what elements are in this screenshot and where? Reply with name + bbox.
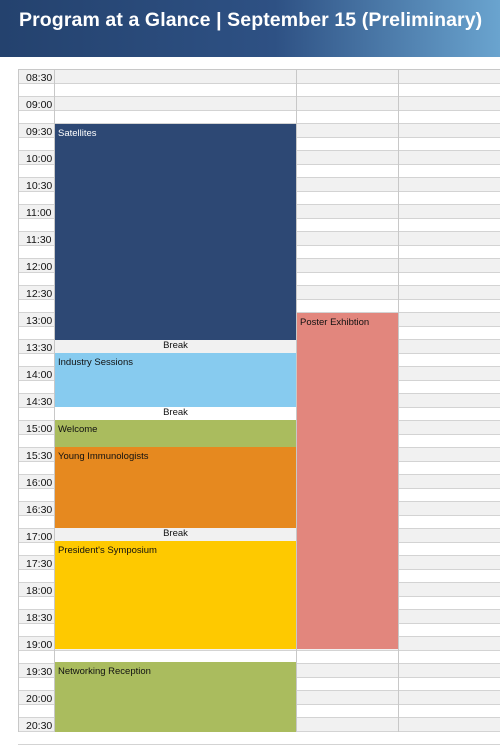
page-title: Program at a Glance | September 15 (Prel… bbox=[19, 9, 482, 32]
grid-row bbox=[18, 70, 500, 84]
grid-row bbox=[18, 84, 500, 98]
time-label: 10:30 bbox=[26, 180, 52, 192]
time-label: 18:30 bbox=[26, 612, 52, 624]
column-divider bbox=[398, 70, 399, 732]
time-label: 15:30 bbox=[26, 450, 52, 462]
break-3: Break bbox=[55, 528, 296, 541]
session-satellites[interactable]: Satellites bbox=[55, 124, 296, 340]
session-label: Young Immunologists bbox=[58, 451, 293, 462]
time-label: 14:30 bbox=[26, 396, 52, 408]
time-label: 18:00 bbox=[26, 585, 52, 597]
column-divider bbox=[296, 70, 297, 732]
time-label: 09:00 bbox=[26, 99, 52, 111]
grid-row bbox=[18, 97, 500, 111]
session-label: Networking Reception bbox=[58, 666, 293, 677]
time-label: 13:30 bbox=[26, 342, 52, 354]
session-presidents-symposium[interactable]: President's Symposium bbox=[55, 541, 296, 649]
session-networking-reception[interactable]: Networking Reception bbox=[55, 662, 296, 732]
time-label: 11:30 bbox=[26, 234, 52, 246]
time-label: 17:00 bbox=[26, 531, 52, 543]
time-label: 20:30 bbox=[26, 720, 52, 732]
session-industry[interactable]: Industry Sessions bbox=[55, 353, 296, 407]
session-label: Poster Exhibtion bbox=[300, 317, 395, 328]
time-label: 16:30 bbox=[26, 504, 52, 516]
session-label: Welcome bbox=[58, 424, 293, 435]
grid-row bbox=[18, 111, 500, 125]
time-label: 14:00 bbox=[26, 369, 52, 381]
grid-row bbox=[18, 732, 500, 745]
time-label: 12:30 bbox=[26, 288, 52, 300]
session-young-immunologists[interactable]: Young Immunologists bbox=[55, 447, 296, 528]
time-label: 09:30 bbox=[26, 126, 52, 138]
time-label: 19:00 bbox=[26, 639, 52, 651]
time-label: 13:00 bbox=[26, 315, 52, 327]
session-welcome[interactable]: Welcome bbox=[55, 420, 296, 447]
time-label: 11:00 bbox=[26, 207, 52, 219]
break-2: Break bbox=[55, 407, 296, 420]
time-label: 08:30 bbox=[26, 72, 52, 84]
time-label: 12:00 bbox=[26, 261, 52, 273]
column-divider bbox=[54, 70, 55, 732]
session-label: Industry Sessions bbox=[58, 357, 293, 368]
session-label: President's Symposium bbox=[58, 545, 293, 556]
time-label: 10:00 bbox=[26, 153, 52, 165]
header-banner: Program at a Glance | September 15 (Prel… bbox=[0, 0, 500, 57]
session-poster-exhibition[interactable]: Poster Exhibtion bbox=[297, 313, 398, 649]
schedule-grid: 08:30 09:00 09:30 10:00 10:30 11:00 11:30 12:00… bbox=[18, 69, 500, 732]
session-label: Satellites bbox=[58, 128, 293, 139]
time-label: 17:30 bbox=[26, 558, 52, 570]
time-label: 16:00 bbox=[26, 477, 52, 489]
time-label: 20:00 bbox=[26, 693, 52, 705]
break-1: Break bbox=[55, 340, 296, 353]
time-label: 19:30 bbox=[26, 666, 52, 678]
column-divider bbox=[18, 70, 19, 732]
time-label: 15:00 bbox=[26, 423, 52, 435]
